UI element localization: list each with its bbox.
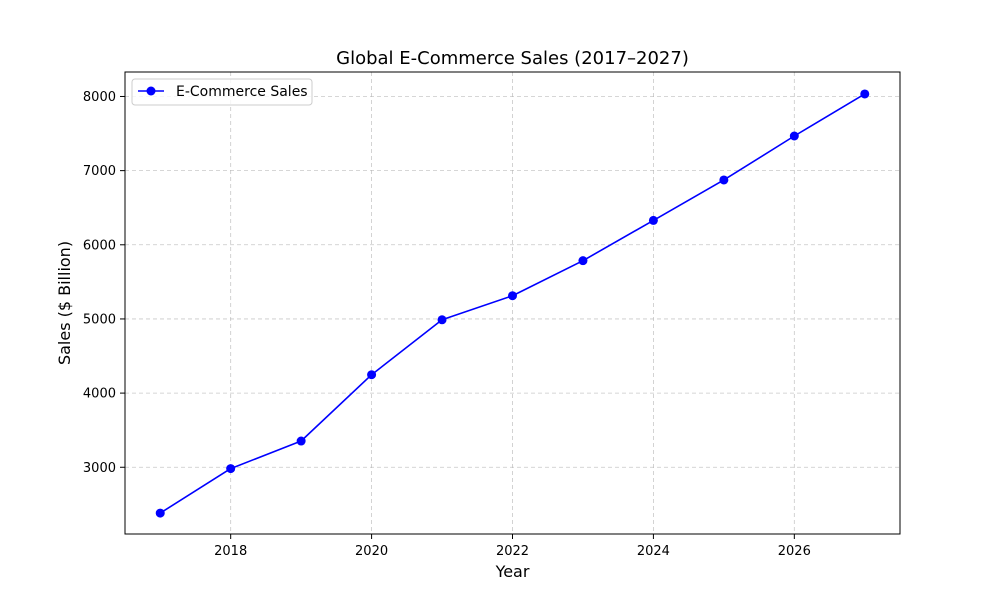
x-tick-label: 2020 [355,544,388,559]
x-tick-label: 2022 [496,544,529,559]
x-tick-label: 2024 [637,544,670,559]
data-point [437,315,447,325]
ticks: 2018 2020 2022 2024 2026 3000 4000 5000 6000 7000… [83,90,811,559]
y-tick-label: 3000 [83,461,116,476]
x-tick-label: 2018 [214,544,247,559]
data-point [648,215,658,225]
y-tick-label: 8000 [83,90,116,105]
data-point [789,131,799,141]
y-axis-label: Sales ($ Billion) [55,241,74,365]
legend: E-Commerce Sales [131,78,313,106]
data-point [226,464,236,474]
chart-title: Global E-Commerce Sales (2017–2027) [336,48,689,69]
legend-frame [131,78,313,106]
y-tick-label: 6000 [83,238,116,253]
data-point [719,175,729,185]
y-tick-label: 5000 [83,312,116,327]
series-layer [155,89,870,518]
data-point [508,291,517,301]
data-point [155,508,165,518]
data-point [860,89,870,99]
legend-marker-swatch [146,86,156,96]
y-tick-label: 7000 [83,164,116,179]
data-point [578,256,588,266]
x-axis-label: Year [495,562,530,581]
data-point [367,370,377,380]
x-tick-label: 2026 [778,544,811,559]
legend-label: E-Commerce Sales [176,84,308,100]
data-point [296,436,306,446]
y-tick-label: 4000 [83,387,116,402]
